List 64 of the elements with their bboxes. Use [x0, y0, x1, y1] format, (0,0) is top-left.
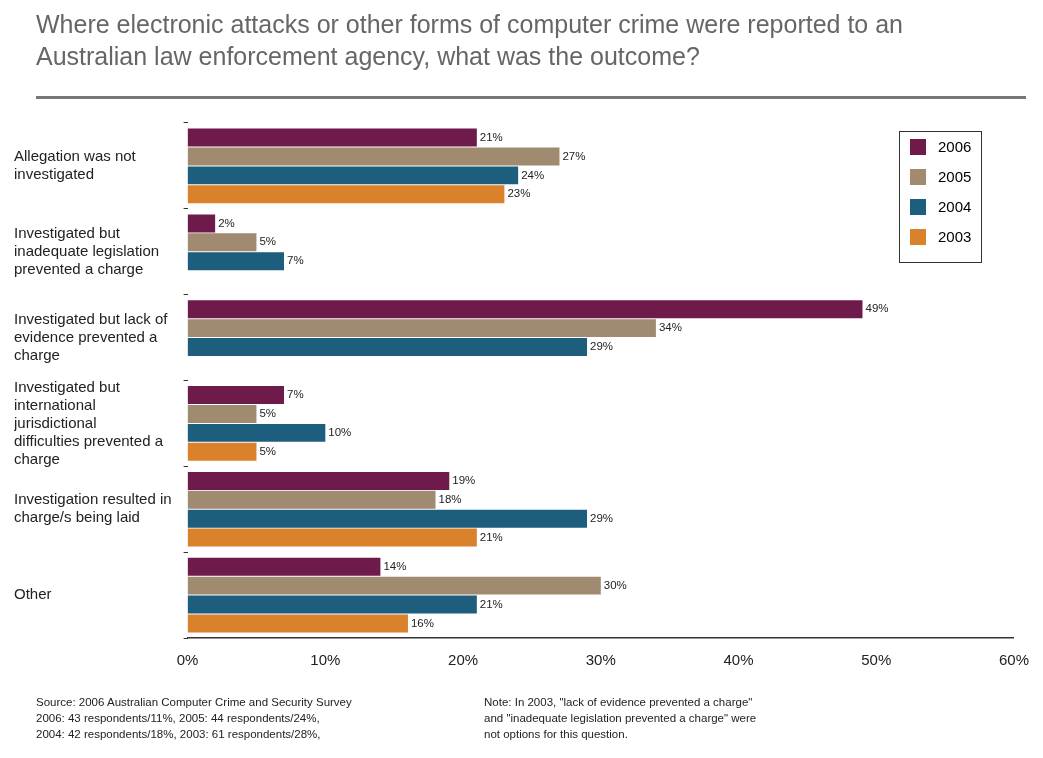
data-label: 21% [479, 597, 503, 610]
data-label: 27% [562, 149, 586, 162]
data-label: 34% [658, 321, 682, 334]
bar [187, 252, 285, 271]
x-tick-label: 20% [448, 651, 479, 669]
bar [187, 576, 601, 595]
data-label: 21% [479, 530, 503, 543]
bar [187, 557, 381, 576]
y-tick-label: Allegation was not investigated [14, 147, 137, 183]
bar [187, 509, 588, 528]
data-label: 7% [287, 388, 304, 401]
bar [187, 300, 863, 319]
data-label: 24% [521, 168, 545, 181]
x-tick-label: 30% [585, 651, 616, 669]
bar [187, 595, 477, 614]
bar [187, 614, 408, 633]
y-tick-label: Other [14, 585, 52, 603]
bar [187, 386, 285, 405]
bar [187, 528, 477, 547]
bar [187, 471, 450, 490]
bar [187, 319, 656, 338]
data-label: 16% [410, 616, 434, 629]
data-label: 10% [328, 426, 352, 439]
bar [187, 147, 560, 166]
data-label: 30% [603, 578, 627, 591]
data-label: 2% [218, 216, 235, 229]
y-tick-label: Investigated but inadequate legislation prevented a charge [14, 223, 160, 277]
bar [187, 214, 216, 233]
bar [187, 185, 505, 204]
data-label: 5% [259, 444, 277, 457]
x-tick-label: 60% [998, 651, 1029, 669]
data-label: 18% [438, 492, 462, 505]
data-label: 19% [452, 474, 476, 487]
y-tick-label: Investigation resulted in charge/s being laid [14, 490, 172, 526]
data-label: 23% [507, 187, 531, 200]
bar [187, 405, 257, 423]
y-tick-label: Investigated but lack of evidence prevented a charge [14, 309, 169, 363]
data-label: 29% [590, 340, 614, 353]
bar [187, 442, 257, 461]
x-tick-label: 40% [723, 651, 754, 669]
bar [187, 490, 436, 509]
bar [187, 338, 588, 356]
data-label: 49% [865, 302, 889, 315]
source-note: Source: 2006 Australian Computer Crime and Security Survey 2006: 43 respondents/11%, 2005: 44 respondents/24%, 2004: 42 respondents/18%, 2003: 61 respondents/28%, [36, 695, 352, 742]
bar [187, 233, 257, 252]
legend-label: 2005 [937, 168, 972, 185]
data-label: 7% [287, 254, 304, 267]
x-tick-label: 50% [861, 651, 892, 669]
chart-title: Where electronic attacks or other forms of computer crime were reported to an Australian law enforcement agency, what was the outcome? [36, 9, 905, 72]
y-tick-label: Investigated but international jurisdictional difficulties prevented a charge [13, 377, 164, 467]
bar [187, 128, 477, 147]
text: Note: In 2003, "lack of evidence prevented a charge" and "inadequate legislation prevented a charge" were not options for this question. [484, 695, 757, 742]
data-label: 29% [590, 511, 614, 524]
data-label: 5% [259, 407, 277, 420]
bar [187, 166, 519, 185]
legend-label: 2003 [937, 228, 972, 245]
legend-label: 2006 [937, 138, 972, 155]
data-label: 21% [479, 130, 503, 143]
x-tick-label: 0% [176, 651, 199, 669]
x-tick-label: 10% [310, 651, 341, 669]
legend-label: 2004 [937, 198, 972, 215]
data-label: 5% [259, 235, 277, 248]
data-label: 14% [383, 559, 407, 572]
bar [187, 423, 326, 442]
